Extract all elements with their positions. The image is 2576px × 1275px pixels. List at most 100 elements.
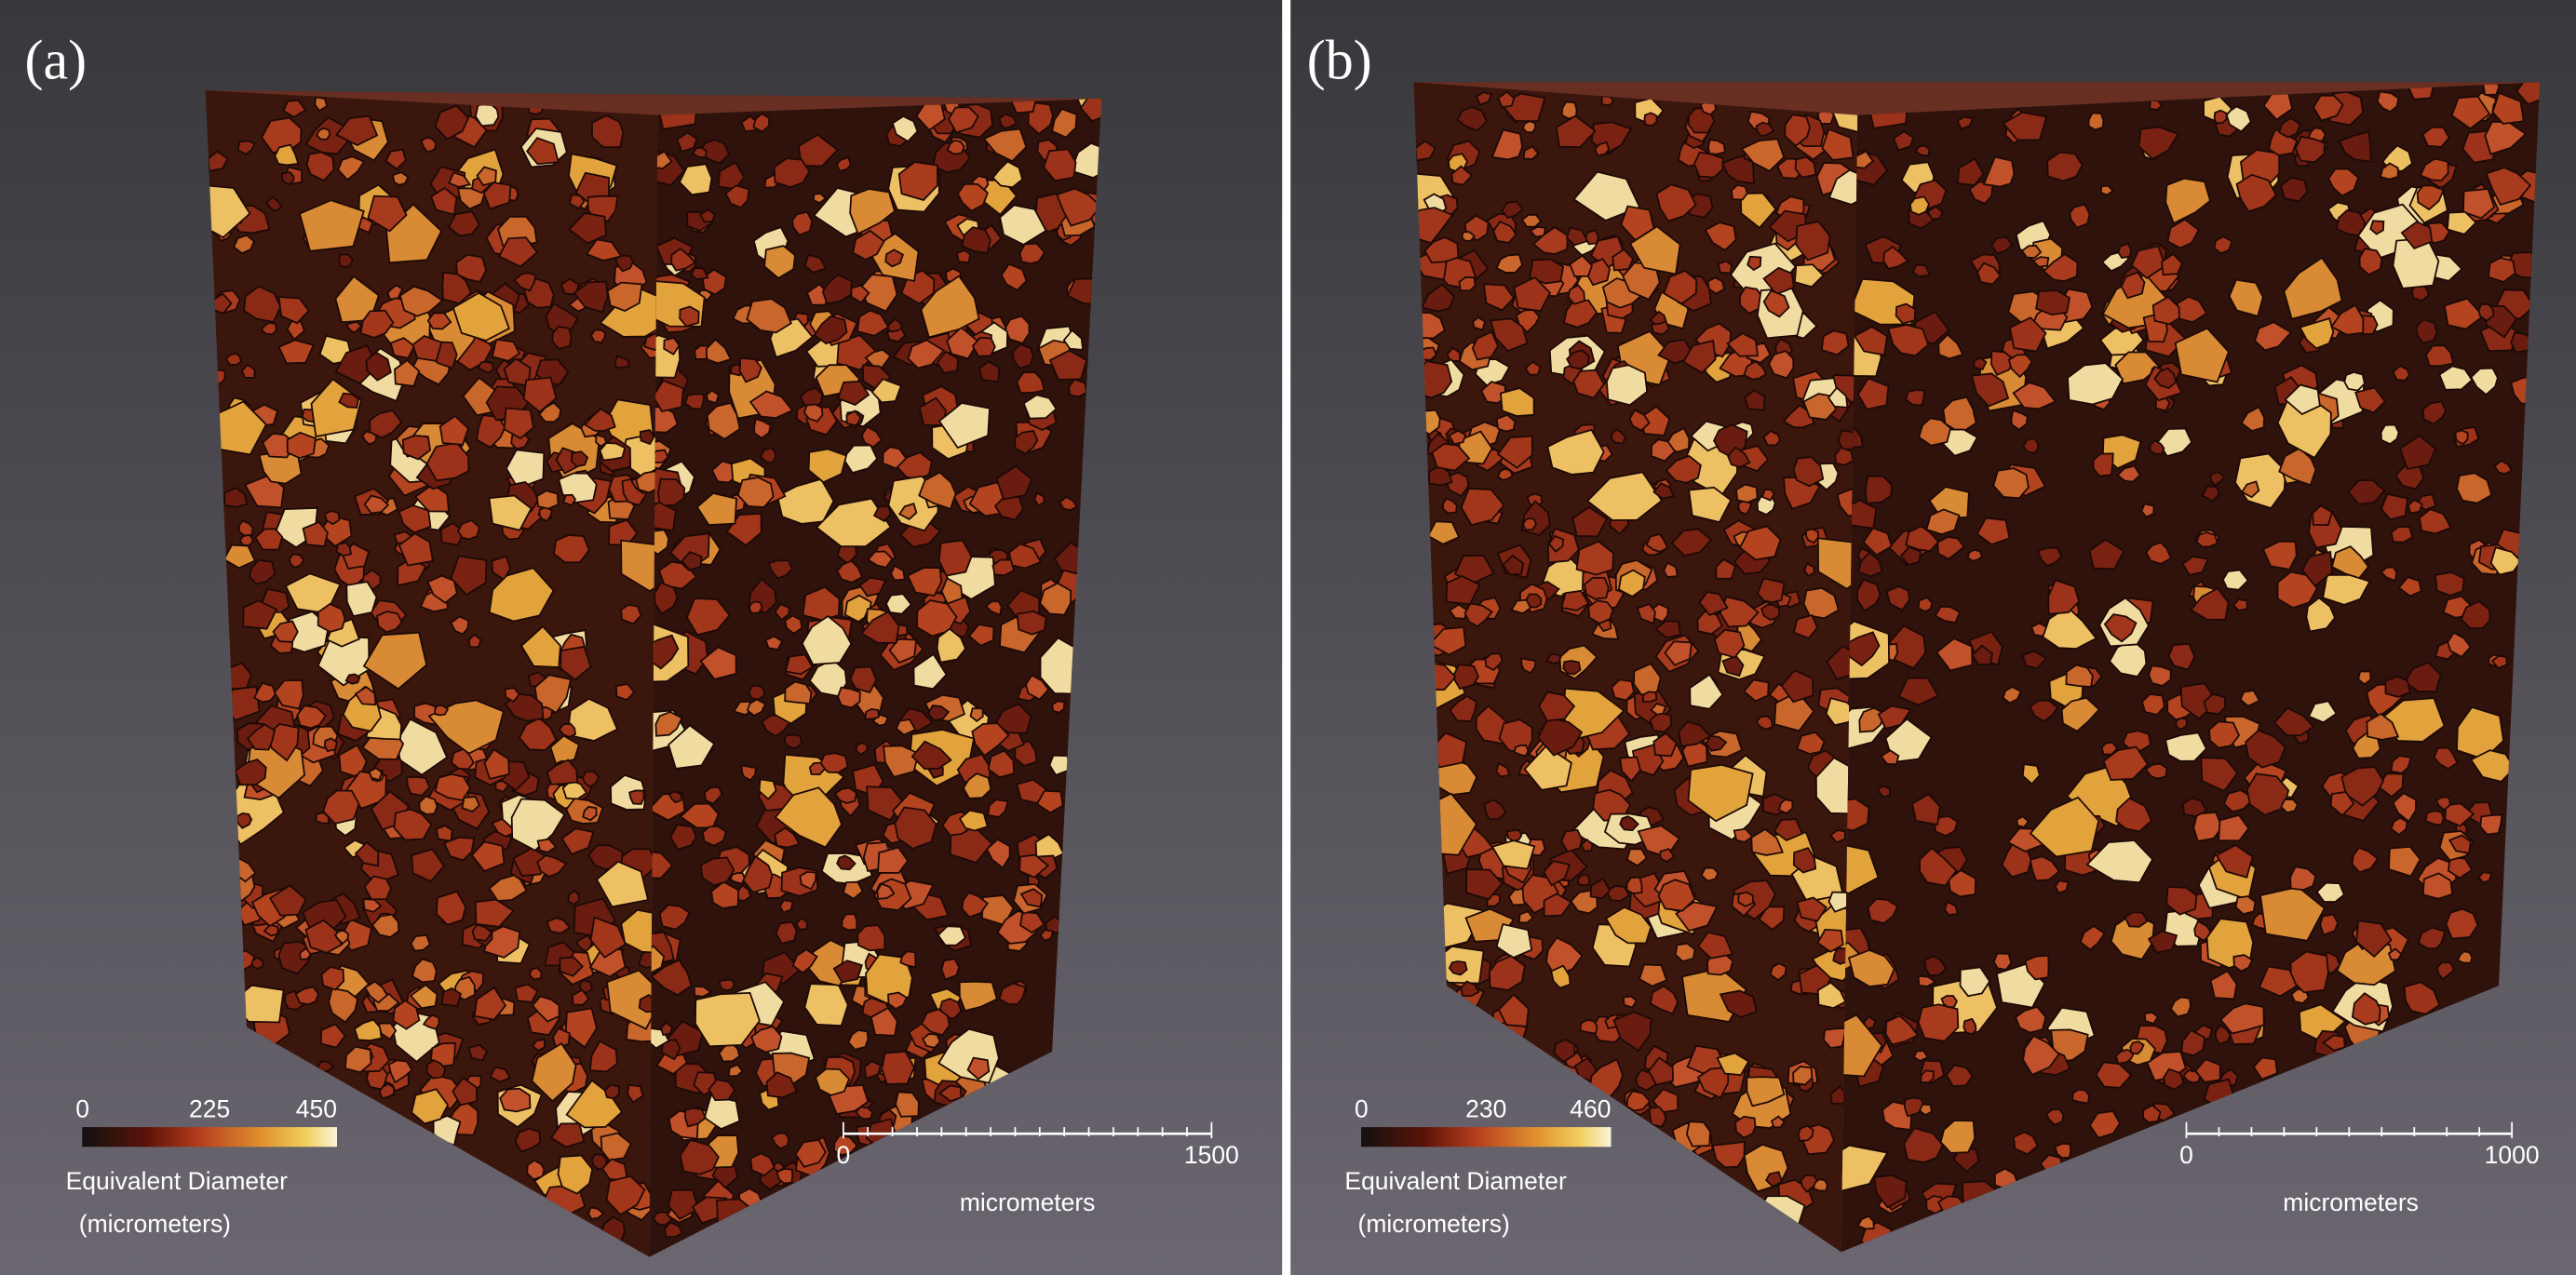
grain: [328, 986, 359, 1024]
grain: [457, 518, 481, 541]
grain: [764, 635, 784, 651]
grain: [2029, 855, 2061, 882]
grain: [710, 880, 740, 909]
grain: [2387, 845, 2421, 878]
grain: [619, 433, 658, 478]
grain: [1696, 931, 1734, 960]
grain: [2145, 541, 2173, 565]
grain: [940, 958, 961, 981]
grain: [639, 429, 655, 446]
grain: [1827, 386, 1849, 409]
grain: [1800, 1174, 1819, 1193]
grain: [438, 414, 469, 446]
grain: [1502, 554, 1525, 576]
grain: [1857, 551, 1883, 578]
grain: [1942, 428, 1979, 457]
grain: [365, 351, 392, 382]
grain: [2380, 566, 2398, 583]
grain: [2240, 480, 2260, 499]
grain: [1589, 877, 1612, 900]
grain: [1612, 248, 1635, 272]
grain: [1652, 482, 1676, 500]
grain: [2065, 664, 2094, 688]
grain: [753, 417, 772, 439]
grain: [2020, 245, 2043, 259]
grain: [2200, 757, 2239, 792]
grain: [434, 104, 470, 141]
grain: [1600, 95, 1615, 107]
grain: [1497, 993, 1530, 1028]
grain: [590, 329, 607, 344]
grain: [567, 889, 580, 906]
grain: [969, 707, 984, 722]
grain: [549, 1122, 586, 1148]
grain: [2446, 210, 2477, 235]
grain: [791, 948, 818, 974]
grain: [1566, 349, 1590, 370]
grain: [2156, 427, 2193, 458]
grain: [705, 389, 721, 405]
grain: [2010, 409, 2029, 431]
grain: [353, 1018, 383, 1041]
grain: [2456, 950, 2474, 964]
grain: [1622, 262, 1661, 301]
grain: [2434, 571, 2465, 597]
grain: [378, 1082, 396, 1100]
grain: [763, 245, 796, 279]
grain: [499, 1087, 532, 1113]
grain: [1492, 221, 1517, 244]
grain: [368, 767, 384, 782]
grain: [600, 1132, 632, 1161]
grain: [376, 611, 403, 634]
grain: [345, 581, 378, 618]
grain: [841, 913, 858, 932]
grain: [2045, 1108, 2065, 1126]
grain: [699, 208, 717, 223]
grain: [2069, 203, 2091, 229]
grain: [718, 1041, 741, 1063]
grain: [729, 872, 746, 885]
grain: [1579, 1019, 1598, 1035]
grain: [363, 494, 390, 515]
colorbar-tick-label: 230: [1465, 1095, 1506, 1123]
grain: [1730, 183, 1748, 201]
grain: [1674, 942, 1696, 962]
grain: [1490, 839, 1536, 870]
grain: [1959, 966, 1991, 998]
grain: [920, 1008, 951, 1037]
grain: [1755, 121, 1775, 138]
grain: [2115, 797, 2153, 833]
grain: [538, 401, 562, 423]
grain: [620, 603, 642, 625]
grain: [1760, 489, 1775, 502]
grain: [546, 758, 579, 785]
grain: [749, 390, 794, 420]
grain: [802, 585, 841, 622]
grain: [1625, 848, 1648, 867]
grain: [338, 253, 354, 269]
grain: [434, 772, 472, 801]
grain: [895, 718, 917, 736]
grain: [2124, 911, 2149, 928]
grain: [354, 840, 380, 867]
grain: [1756, 577, 1786, 605]
grain: [2300, 550, 2333, 587]
grain: [1495, 761, 1511, 778]
grain: [274, 143, 300, 167]
grain: [760, 447, 777, 463]
grain: [1628, 225, 1681, 275]
grain: [272, 620, 299, 643]
grain: [940, 577, 964, 605]
grain: [2400, 221, 2434, 249]
grain: [538, 505, 554, 522]
grain: [1920, 1069, 1935, 1084]
grain: [1039, 582, 1072, 616]
grain: [2195, 531, 2219, 548]
grain: [1780, 669, 1814, 704]
grain: [1458, 275, 1477, 292]
grain: [628, 789, 645, 805]
grain: [1584, 229, 1599, 246]
grain: [473, 986, 507, 1021]
grain: [1448, 960, 1468, 976]
grain: [748, 600, 763, 614]
